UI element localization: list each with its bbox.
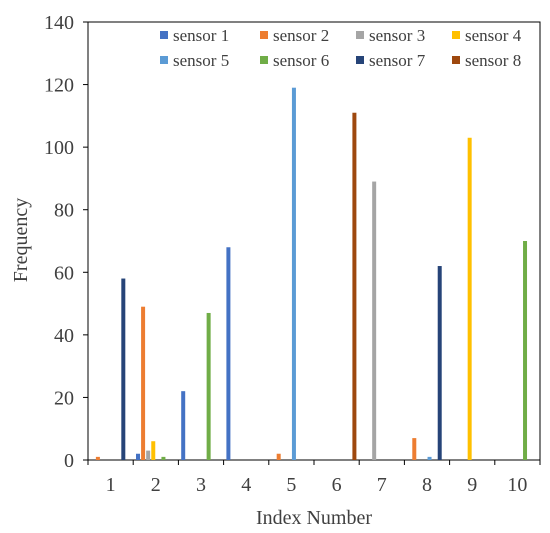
x-tick-label: 10 <box>507 474 527 496</box>
legend-label: sensor 8 <box>465 51 521 70</box>
x-tick-label: 7 <box>377 474 387 496</box>
bar-sensor-6-3 <box>206 312 211 460</box>
bar-sensor-8-6 <box>352 112 357 460</box>
legend-label: sensor 6 <box>273 51 329 70</box>
y-tick-label: 80 <box>54 200 74 222</box>
legend-swatch <box>160 56 168 64</box>
y-tick-label: 100 <box>44 137 74 159</box>
bar-sensor-3-7 <box>372 181 377 460</box>
bar-sensor-7-8 <box>437 266 442 460</box>
legend-item-sensor-8: sensor 8 <box>452 51 521 70</box>
x-axis-title: Index Number <box>256 507 372 529</box>
legend-swatch <box>356 31 364 39</box>
legend-item-sensor-6: sensor 6 <box>260 51 329 70</box>
legend-label: sensor 7 <box>369 51 426 70</box>
bar-sensor-2-2 <box>141 306 146 460</box>
legend-label: sensor 2 <box>273 26 329 45</box>
axes <box>83 21 541 465</box>
bar-sensor-2-8 <box>412 438 417 460</box>
bar-sensor-2-1 <box>95 456 100 460</box>
bar-sensor-5-5 <box>291 87 296 460</box>
legend-label: sensor 5 <box>173 51 229 70</box>
x-tick-label: 8 <box>422 474 432 496</box>
y-tick-label: 0 <box>64 450 74 472</box>
bar-sensor-3-2 <box>146 450 151 460</box>
y-tick-label: 120 <box>44 75 74 97</box>
bar-sensor-7-1 <box>121 278 126 460</box>
bar-sensor-1-2 <box>136 453 140 460</box>
legend-item-sensor-2: sensor 2 <box>260 26 329 45</box>
x-tick-label: 2 <box>151 474 161 496</box>
bar-sensor-1-4 <box>226 247 231 460</box>
legend-item-sensor-4: sensor 4 <box>452 26 522 45</box>
legend-swatch <box>260 31 268 39</box>
bars <box>95 87 528 460</box>
y-tick-label: 20 <box>54 387 74 409</box>
bar-sensor-6-10 <box>523 241 528 460</box>
y-tick-label: 60 <box>54 262 74 284</box>
legend-item-sensor-1: sensor 1 <box>160 26 229 45</box>
legend-item-sensor-7: sensor 7 <box>356 51 426 70</box>
bar-sensor-4-9 <box>467 137 472 460</box>
legend: sensor 1 sensor 2 sensor 3 sensor 4 sensor 5… <box>160 26 522 70</box>
axis-labels: 0 20 40 60 80 100 120 140 1 2 3 4 5 6 7 8 9 10 <box>44 12 527 496</box>
legend-swatch <box>160 31 168 39</box>
bar-sensor-6-2 <box>161 456 166 460</box>
legend-label: sensor 1 <box>173 26 229 45</box>
x-tick-label: 5 <box>286 474 296 496</box>
plot-frame <box>87 21 541 461</box>
bar-sensor-5-8 <box>427 456 432 460</box>
y-axis-title: Frequency <box>10 198 32 282</box>
legend-item-sensor-3: sensor 3 <box>356 26 425 45</box>
legend-item-sensor-5: sensor 5 <box>160 51 229 70</box>
legend-swatch <box>452 31 460 39</box>
x-tick-label: 4 <box>241 474 251 496</box>
x-tick-label: 6 <box>332 474 342 496</box>
legend-swatch <box>356 56 364 64</box>
x-tick-label: 1 <box>106 474 116 496</box>
legend-label: sensor 4 <box>465 26 522 45</box>
legend-label: sensor 3 <box>369 26 425 45</box>
bar-sensor-1-3 <box>181 391 186 460</box>
x-tick-label: 3 <box>196 474 206 496</box>
y-tick-label: 40 <box>54 325 74 347</box>
bar-sensor-4-2 <box>151 441 156 460</box>
legend-swatch <box>452 56 460 64</box>
x-tick-label: 9 <box>467 474 477 496</box>
legend-swatch <box>260 56 268 64</box>
y-tick-label: 140 <box>44 12 74 34</box>
bar-sensor-2-5 <box>276 453 281 460</box>
